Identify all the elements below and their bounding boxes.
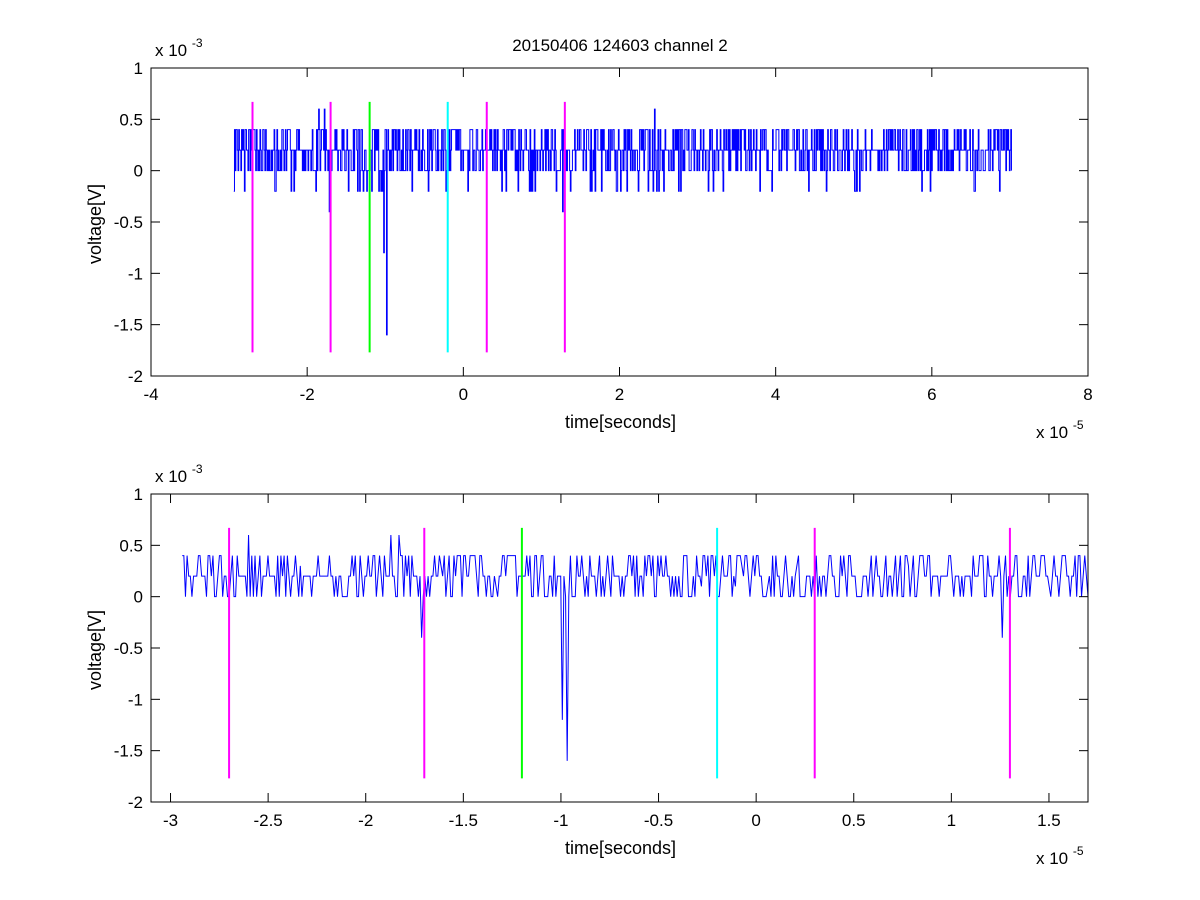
axes-frame [150, 67, 1089, 377]
y-tick-label: 1 [134, 485, 143, 504]
y-tick-label: 1 [134, 59, 143, 78]
x-tick-label: -3 [163, 811, 178, 830]
top-axes: -4 -2 0 2 4 6 8-2-1.5-1-0.500.51time[seconds]v… [85, 36, 1093, 442]
y-tick-label: -1 [128, 264, 143, 283]
y-tick-label: -1.5 [114, 742, 143, 761]
x-tick-label: 0 [459, 385, 468, 404]
y-axis-label: voltage[V] [85, 184, 105, 264]
x-tick-label: -2 [358, 811, 373, 830]
bottom-axes: -3 -2.5 -2 -1.5 -1 -0.5 0 0.5 1 1.5 -2 -1.5 -1 -0.5 0 0… [85, 462, 1089, 868]
y-exponent-label: x 10 -3 [155, 36, 203, 60]
x-tick-label: -0.5 [644, 811, 673, 830]
x-tick-label: 8 [1083, 385, 1092, 404]
plot-area [233, 101, 1012, 353]
y-tick-label: -1.5 [114, 316, 143, 335]
y-exponent-value: -3 [192, 462, 203, 476]
y-axis-label: voltage[V] [85, 610, 105, 690]
x-tick-label: 6 [927, 385, 936, 404]
x-tick-label: -2.5 [253, 811, 282, 830]
figure-title: 20150406 124603 channel 2 [512, 36, 728, 55]
y-tick-label: -2 [128, 367, 143, 386]
x-tick-label: 0 [751, 811, 760, 830]
y-tick-label: -1 [128, 690, 143, 709]
y-tick-label: -0.5 [114, 213, 143, 232]
x-tick-label: -1.5 [449, 811, 478, 830]
x-tick-label: 0.5 [842, 811, 866, 830]
y-tick-label: 0 [134, 162, 143, 181]
x-tick-label: -1 [553, 811, 568, 830]
x-tick-label: -2 [300, 385, 315, 404]
x-tick-label: 1.5 [1037, 811, 1061, 830]
x-exponent-label: x 10 -5 [1036, 418, 1084, 442]
x-exponent-label: x 10 -5 [1036, 844, 1084, 868]
y-exponent-label: x 10 -3 [155, 462, 203, 486]
y-tick-label: -0.5 [114, 639, 143, 658]
x-tick-label: 1 [947, 811, 956, 830]
x-tick-label: -4 [143, 385, 158, 404]
x-axis-label: time[seconds] [565, 838, 676, 858]
plot-area [182, 527, 1088, 779]
x-tick-label: 2 [615, 385, 624, 404]
x-exponent-value: -5 [1073, 418, 1084, 432]
y-tick-label: -2 [128, 793, 143, 812]
signal-trace [182, 535, 1088, 761]
y-tick-label: 0 [134, 588, 143, 607]
x-axis-label: time[seconds] [565, 412, 676, 432]
axes-frame [150, 493, 1089, 803]
y-tick-label: 0.5 [119, 536, 143, 555]
x-tick-label: 4 [771, 385, 780, 404]
y-tick-label: 0.5 [119, 110, 143, 129]
x-exponent-value: -5 [1073, 844, 1084, 858]
signal-trace [233, 108, 1012, 336]
y-exponent-value: -3 [192, 36, 203, 50]
